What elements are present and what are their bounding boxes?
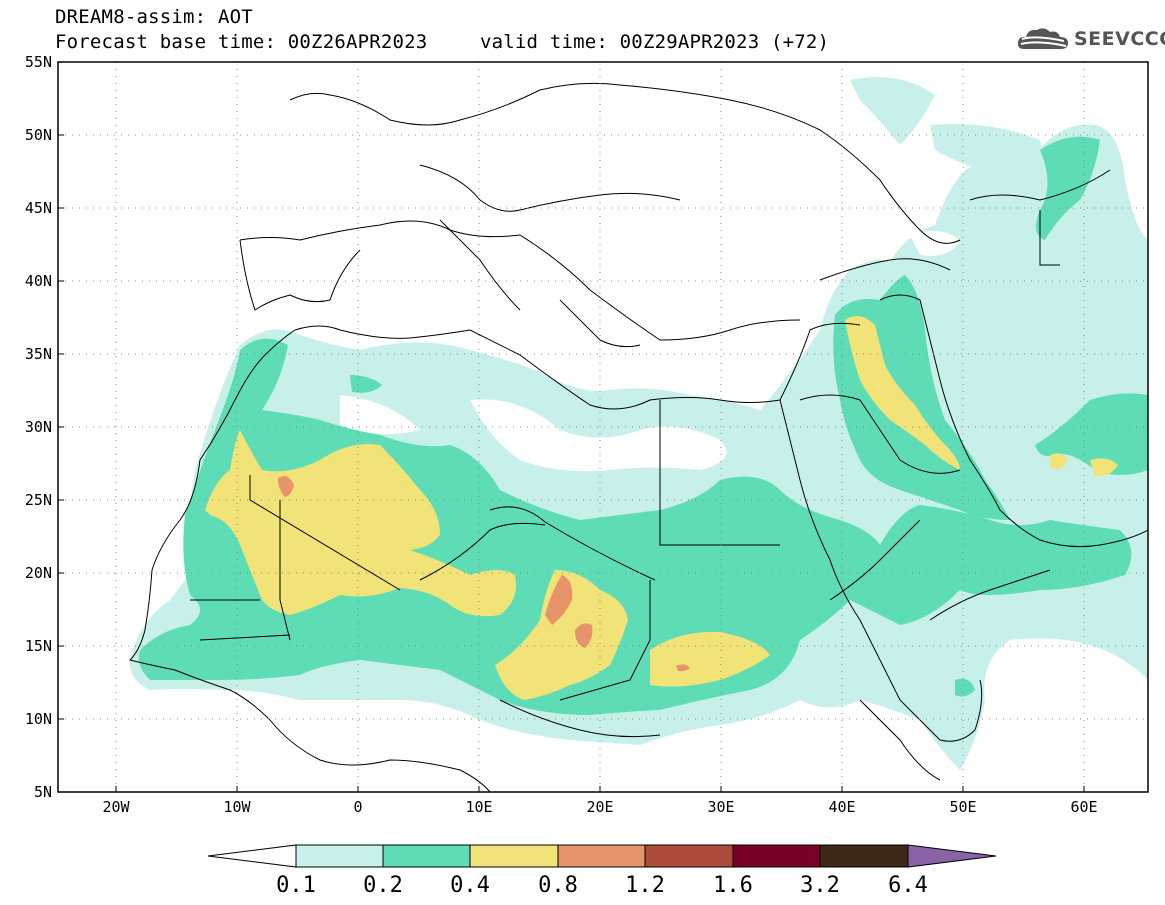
lon-label-0: 0: [353, 798, 362, 816]
lon-label-60e: 60E: [1070, 798, 1097, 816]
colorbar-label: 1.2: [625, 873, 665, 898]
colorbar-bin-0-1: [295, 844, 384, 868]
colorbar-under-arrow: [207, 844, 297, 868]
logo-text: SEEVCCC: [1074, 28, 1165, 50]
colorbar-bin-0-8: [557, 844, 646, 868]
lon-label-20w: 20W: [102, 798, 130, 816]
lat-label-15n: 15N: [25, 637, 52, 655]
colorbar-label: 6.4: [888, 873, 928, 898]
grid-lines: [58, 62, 1148, 792]
forecast-time-line: Forecast base time: 00Z26APR2023 valid ti…: [55, 31, 829, 53]
colorbar-label: 0.4: [450, 873, 490, 898]
lon-label-20e: 20E: [586, 798, 613, 816]
lat-label-10n: 10N: [25, 710, 52, 728]
lat-label-35n: 35N: [25, 345, 52, 363]
aot-field: [58, 62, 1148, 792]
axis-ticks: [58, 134, 1085, 792]
base-time-label: Forecast base time: 00Z26APR2023: [55, 31, 428, 53]
lon-label-50e: 50E: [949, 798, 976, 816]
lat-label-45n: 45N: [25, 199, 52, 217]
lat-label-40n: 40N: [25, 272, 52, 290]
colorbar-bin-1-2: [644, 844, 734, 868]
colorbar-bin-1-6: [732, 844, 821, 868]
lon-label-10e: 10E: [465, 798, 492, 816]
coastlines-borders: [129, 82, 1148, 792]
valid-time-label: valid time: 00Z29APR2023 (+72): [480, 31, 830, 53]
cloud-icon: [1017, 28, 1068, 49]
colorbar-over-arrow: [907, 844, 997, 868]
lat-label-25n: 25N: [25, 491, 52, 509]
lon-label-40e: 40E: [828, 798, 855, 816]
lat-label-30n: 30N: [25, 418, 52, 436]
colorbar-label: 0.1: [276, 873, 316, 898]
colorbar: 0.1 0.2 0.4 0.8 1.2 1.6 3.2 6.4: [207, 844, 997, 898]
latitude-labels: 55N 50N 45N 40N 35N 30N 25N 20N 15N 10N …: [25, 53, 52, 801]
colorbar-bin-3-2: [819, 844, 909, 868]
lon-label-30e: 30E: [707, 798, 734, 816]
colorbar-bin-0-4: [469, 844, 559, 868]
colorbar-label: 1.6: [713, 873, 753, 898]
aot-level-0-8: [278, 476, 690, 672]
lat-label-55n: 55N: [25, 53, 52, 71]
map-title: DREAM8-assim: AOT: [55, 6, 253, 28]
longitude-labels: 20W 10W 0 10E 20E 30E 40E 50E 60E: [102, 798, 1097, 816]
colorbar-label: 0.2: [363, 873, 403, 898]
colorbar-label: 3.2: [800, 873, 840, 898]
seevccc-logo: SEEVCCC: [1016, 25, 1165, 53]
lat-label-50n: 50N: [25, 126, 52, 144]
colorbar-label: 0.8: [538, 873, 578, 898]
lon-label-10w: 10W: [223, 798, 251, 816]
lat-label-20n: 20N: [25, 564, 52, 582]
lat-label-5n: 5N: [34, 783, 52, 801]
colorbar-bin-0-2: [382, 844, 471, 868]
